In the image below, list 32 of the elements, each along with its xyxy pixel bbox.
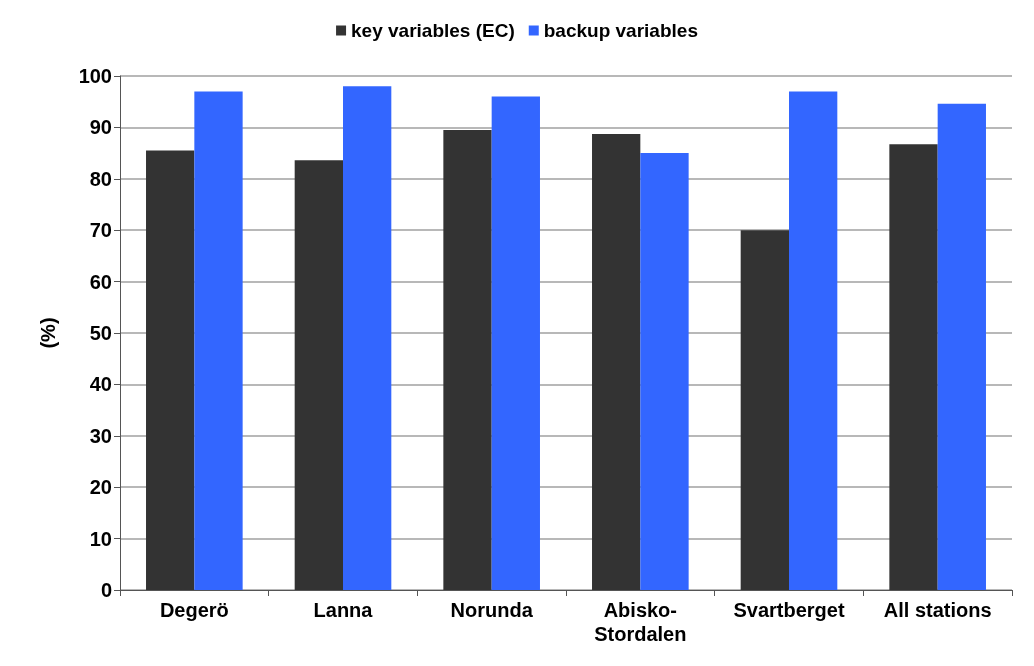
x-tick-label: Abisko-Stordalen: [594, 599, 687, 645]
bar: [937, 103, 986, 590]
bar: [640, 153, 689, 590]
legend-label: backup variables: [543, 20, 698, 41]
x-tick-label: Degerö: [159, 599, 229, 621]
bar: [491, 96, 540, 590]
bar: [194, 91, 243, 590]
bar: [294, 160, 343, 590]
bar: [146, 150, 195, 590]
bar: [592, 134, 641, 590]
bar: [343, 86, 392, 590]
x-tick-label: Norunda: [450, 599, 534, 621]
y-axis-title: (%): [37, 317, 59, 349]
bar: [443, 129, 492, 590]
x-tick-label: All stations: [883, 599, 992, 621]
x-tick-label: Svartberget: [733, 599, 845, 621]
y-tick-label: 0: [100, 579, 112, 601]
bar: [740, 230, 789, 590]
y-tick-label: 30: [89, 424, 112, 447]
y-tick-label: 50: [89, 322, 112, 344]
y-tick-label: 100: [78, 65, 112, 87]
bar: [789, 91, 838, 590]
y-tick-label: 80: [89, 167, 112, 190]
y-tick-label: 90: [89, 116, 112, 139]
x-tick-label: Lanna: [313, 599, 374, 621]
y-tick-label: 70: [89, 219, 112, 242]
y-tick-label: 10: [89, 527, 112, 550]
y-tick-label: 40: [89, 373, 112, 396]
bar: [889, 144, 938, 590]
y-tick-label: 60: [89, 270, 112, 293]
y-tick-label: 20: [89, 476, 112, 499]
legend-label: key variables (EC): [351, 20, 515, 41]
